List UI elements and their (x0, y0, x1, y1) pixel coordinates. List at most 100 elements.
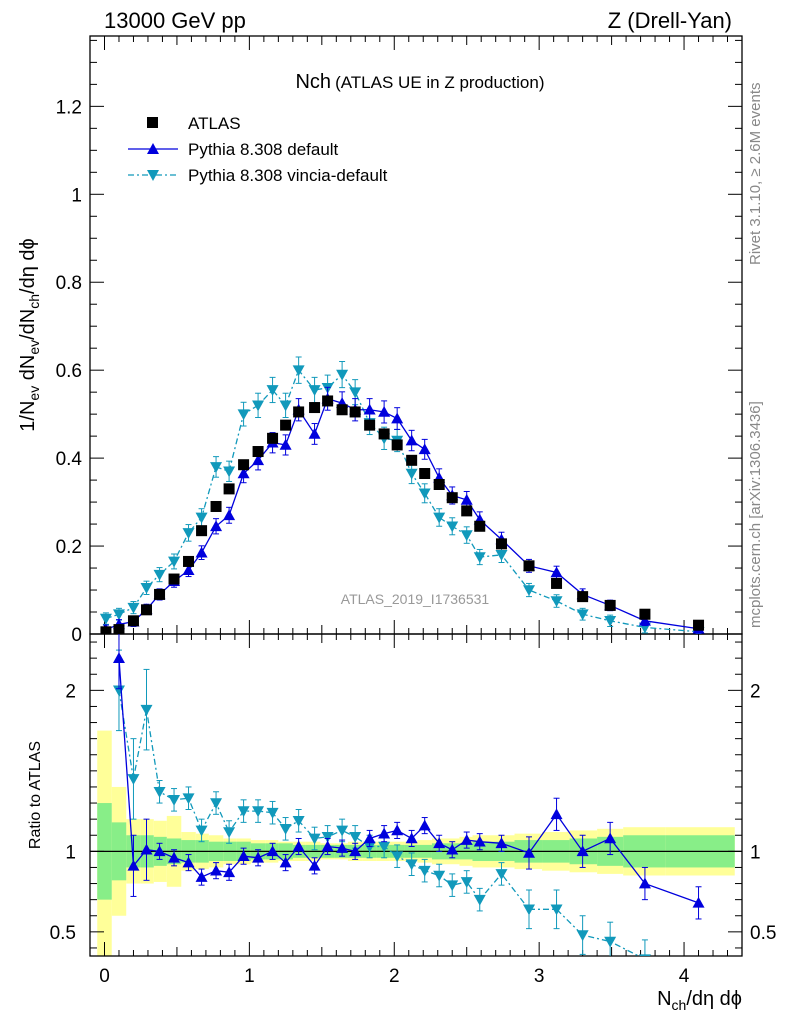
x-axis-label: Nch/dη dϕ (657, 988, 742, 1013)
ratio-point-default (446, 843, 459, 855)
main-point-vincia (266, 385, 279, 396)
main-point-atlas (604, 599, 616, 611)
main-point-vincia (210, 462, 223, 473)
ratio-line-vincia (118, 690, 641, 956)
main-point-atlas (196, 525, 208, 537)
y-tick-label-ratio-right: 0.5 (750, 923, 776, 944)
y-axis-label-main: 1/Nev dNev/dNch/dη dϕ (17, 238, 42, 431)
axis-ticks (90, 36, 742, 956)
main-point-default (391, 412, 404, 424)
ratio-point-default (336, 842, 349, 853)
ratio-point-default (112, 652, 125, 663)
main-point-atlas (419, 468, 431, 480)
main-point-vincia (279, 400, 292, 412)
ratio-point-vincia (266, 807, 279, 819)
ratio-point-default (321, 840, 334, 852)
ratio-series-group (112, 634, 705, 956)
ratio-point-vincia (252, 806, 265, 818)
main-point-vincia (168, 556, 181, 568)
main-point-default (550, 566, 563, 578)
ratio-point-vincia (210, 798, 223, 810)
ratio-point-default (433, 837, 446, 849)
ratio-point-default (391, 824, 404, 836)
header-left-label: 13000 GeV pp (104, 8, 246, 33)
main-point-atlas (551, 577, 563, 589)
mcplots-label: mcplots.cern.ch [arXiv:1306.3436] (747, 401, 764, 628)
main-point-atlas (406, 454, 418, 466)
ratio-point-default (266, 845, 279, 857)
legend: ATLAS Pythia 8.308 default Pythia 8.308 … (128, 114, 388, 185)
ratio-point-vincia (391, 851, 404, 863)
ratio-uncertainty-bands (90, 730, 742, 956)
main-point-vincia (252, 400, 265, 412)
ratio-point-vincia (182, 793, 195, 805)
axis-tick-labels: 0 1 2 3 4 0 0.2 0.4 0.6 0.8 1 1.2 0.5 0.5 1 1 2 2 (50, 97, 777, 987)
ratio-point-vincia (405, 859, 418, 871)
main-point-atlas (238, 459, 250, 471)
y-tick-label-ratio-right: 2 (750, 681, 761, 702)
main-point-default (195, 546, 208, 558)
ratio-point-default (378, 827, 391, 839)
y-tick-label-ratio-left: 0.5 (50, 923, 76, 944)
legend-marker-atlas (147, 117, 158, 128)
main-point-default (405, 434, 418, 446)
ratio-point-vincia (523, 904, 536, 916)
main-point-vincia (127, 602, 140, 614)
ratio-point-vincia (195, 825, 208, 837)
y-tick-label-main: 1.2 (56, 97, 82, 118)
ratio-point-vincia (363, 841, 376, 853)
ratio-point-vincia (604, 936, 617, 948)
main-point-vincia (99, 613, 112, 625)
main-point-vincia (140, 583, 153, 594)
main-point-vincia (446, 521, 459, 533)
ratio-point-default (279, 856, 292, 868)
main-point-default (252, 454, 265, 466)
main-point-vincia (223, 466, 236, 478)
main-point-vincia (460, 530, 473, 542)
main-point-atlas (267, 432, 279, 444)
main-point-default (308, 427, 321, 439)
ratio-point-default (363, 832, 376, 844)
ratio-plot-frame (89, 633, 743, 957)
ratio-point-vincia (495, 869, 508, 880)
main-point-vincia (473, 552, 486, 564)
ratio-point-default (418, 819, 431, 831)
main-point-default (638, 614, 651, 626)
y-tick-label-main: 0.2 (56, 537, 82, 558)
main-point-vincia (523, 585, 536, 597)
x-tick-label: 1 (244, 966, 255, 987)
ratio-point-default (237, 850, 250, 861)
x-tick-label: 0 (99, 966, 110, 987)
main-point-atlas (523, 560, 535, 572)
main-point-atlas (127, 615, 139, 627)
legend-label-default: Pythia 8.308 default (188, 140, 339, 159)
ratio-point-default (460, 834, 473, 845)
main-point-vincia (576, 609, 589, 621)
ratio-point-default (127, 859, 140, 871)
ratio-point-vincia (237, 806, 250, 818)
main-point-atlas (210, 500, 222, 512)
ratio-point-default (223, 866, 236, 878)
legend-marker-vincia (147, 170, 159, 181)
ratio-point-vincia (223, 827, 236, 839)
main-point-atlas (693, 619, 705, 631)
main-point-default (363, 403, 376, 415)
main-point-atlas (293, 406, 305, 418)
y-tick-label-main: 0.8 (56, 273, 82, 294)
main-point-atlas (113, 624, 125, 634)
ratio-point-default (349, 845, 362, 857)
ratio-point-default (576, 845, 589, 857)
main-point-atlas (100, 626, 112, 634)
ratio-point-default (473, 835, 486, 847)
y-tick-label-main: 1 (71, 185, 82, 206)
main-point-atlas (364, 419, 376, 431)
ratio-point-vincia (638, 954, 651, 956)
main-point-atlas (378, 428, 390, 440)
y-tick-label-main: 0.4 (56, 449, 83, 470)
header-right-label: Z (Drell-Yan) (608, 8, 732, 33)
rivet-version-label: Rivet 3.1.10, ≥ 2.6M events (747, 83, 764, 266)
main-point-atlas (461, 505, 473, 517)
ratio-point-vincia (460, 877, 473, 888)
ratio-point-default (195, 871, 208, 882)
